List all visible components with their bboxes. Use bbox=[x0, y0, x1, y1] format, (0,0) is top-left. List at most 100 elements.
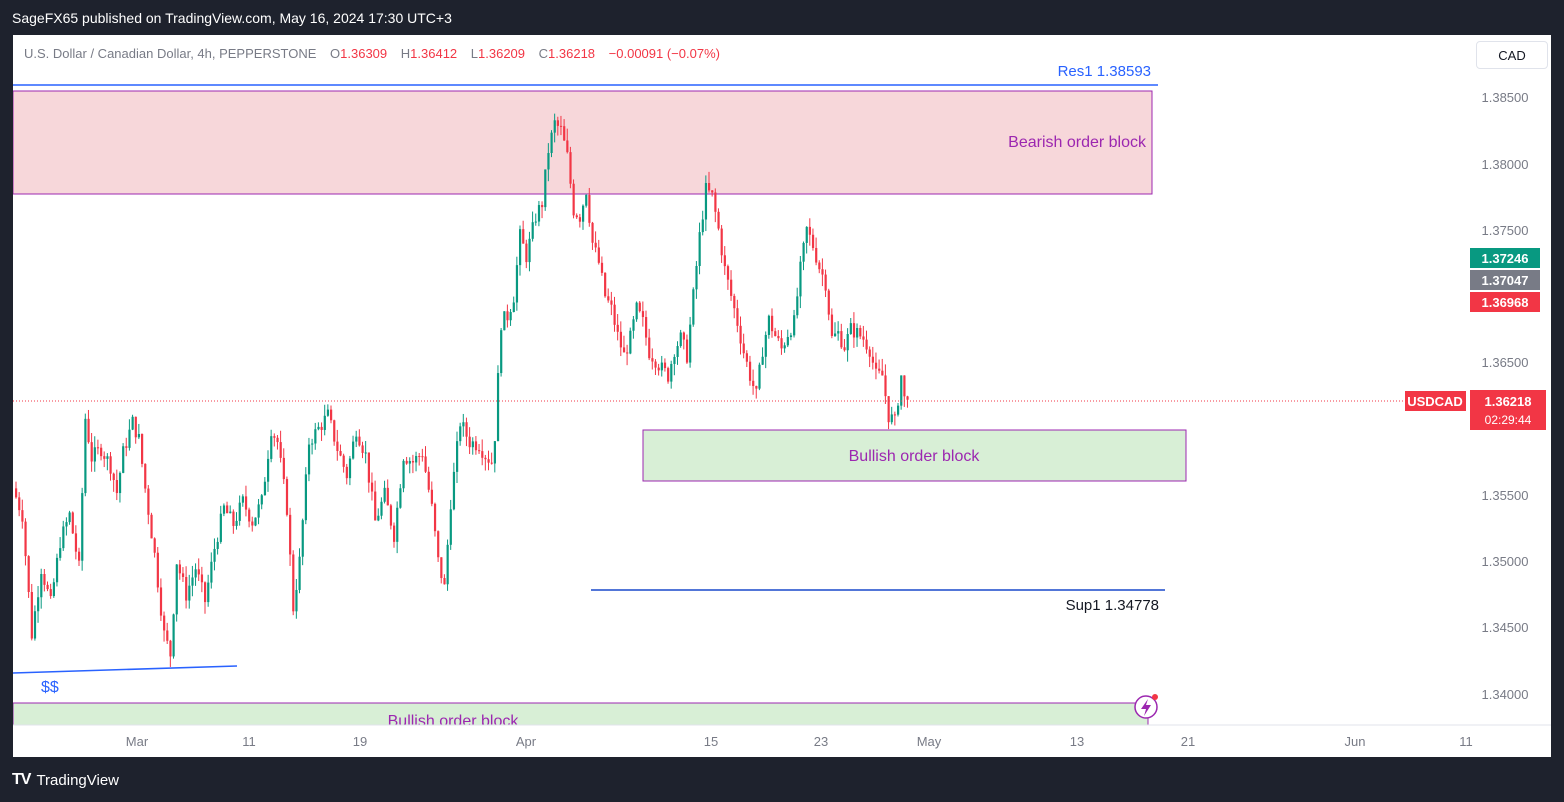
candle-body bbox=[144, 463, 147, 489]
candle-body bbox=[748, 361, 752, 381]
candle-body bbox=[323, 415, 326, 430]
x-tick-label: May bbox=[917, 734, 942, 749]
candle-body bbox=[767, 315, 771, 335]
candle-body bbox=[74, 533, 78, 552]
candle-body bbox=[503, 311, 506, 331]
candle-body bbox=[868, 349, 871, 357]
candle-body bbox=[884, 375, 887, 397]
x-tick-label: 23 bbox=[814, 734, 828, 749]
candle-body bbox=[881, 370, 884, 376]
candle-body bbox=[169, 640, 172, 657]
candle-body bbox=[408, 461, 411, 464]
candle-body bbox=[478, 450, 481, 452]
candle-body bbox=[651, 358, 654, 362]
candle-body bbox=[213, 548, 216, 562]
candle-body bbox=[726, 266, 730, 280]
candle-body bbox=[522, 229, 525, 244]
open-value: 1.36309 bbox=[340, 46, 388, 61]
candle-body bbox=[185, 576, 188, 601]
candle-body bbox=[374, 491, 377, 521]
candle-body bbox=[204, 582, 207, 603]
candle-body bbox=[506, 311, 509, 321]
candle-body bbox=[295, 589, 298, 612]
chart-frame[interactable]: Res1 1.38593 Sup1 1.34778 $$ Bearish order … bbox=[13, 35, 1551, 757]
candle-body bbox=[229, 511, 232, 514]
candle-body bbox=[509, 312, 512, 321]
y-tick-label: 1.37500 bbox=[1482, 223, 1529, 238]
candle-body bbox=[585, 195, 588, 206]
candle-body bbox=[582, 205, 585, 222]
candle-body bbox=[629, 330, 632, 354]
symbol-badge bbox=[1405, 391, 1466, 411]
x-tick-label: 19 bbox=[353, 734, 367, 749]
candle-body bbox=[670, 363, 673, 382]
candle-body bbox=[238, 502, 241, 521]
last-price-badge bbox=[1470, 390, 1546, 430]
candle-body bbox=[563, 126, 566, 141]
candle-body bbox=[317, 426, 320, 430]
candle-body bbox=[834, 333, 837, 336]
candle-body bbox=[827, 290, 830, 315]
candle-body bbox=[33, 611, 37, 639]
candle-body bbox=[93, 447, 96, 462]
candle-body bbox=[496, 373, 500, 442]
candle-body bbox=[367, 452, 370, 483]
candle-body bbox=[330, 409, 333, 421]
candle-body bbox=[695, 265, 698, 290]
candle-body bbox=[103, 456, 106, 459]
candle-body bbox=[43, 574, 46, 585]
candle-body bbox=[226, 505, 229, 514]
candle-body bbox=[900, 375, 903, 406]
candle-body bbox=[500, 330, 503, 374]
candle-body bbox=[733, 295, 736, 309]
candle-body bbox=[515, 265, 519, 303]
candle-body bbox=[824, 274, 827, 291]
candle-body bbox=[657, 367, 660, 371]
candle-body bbox=[345, 466, 348, 479]
candle-body bbox=[15, 488, 18, 498]
candle-body bbox=[818, 262, 821, 270]
candle-body bbox=[232, 511, 235, 526]
candle-body bbox=[421, 456, 424, 458]
candle-body bbox=[285, 479, 289, 515]
candle-body bbox=[843, 347, 846, 351]
candle-body bbox=[638, 302, 641, 312]
candle-body bbox=[764, 334, 767, 357]
currency-button[interactable]: CAD bbox=[1476, 41, 1548, 69]
candle-body bbox=[619, 331, 622, 348]
candle-body bbox=[903, 375, 906, 397]
candle-body bbox=[166, 630, 169, 641]
candle-body bbox=[141, 434, 144, 464]
candle-body bbox=[780, 338, 783, 349]
candle-body bbox=[789, 335, 793, 338]
candle-body bbox=[635, 302, 638, 320]
candle-body bbox=[326, 409, 330, 416]
candle-body bbox=[49, 589, 52, 597]
x-tick-label: Mar bbox=[126, 734, 149, 749]
candle-body bbox=[471, 441, 474, 448]
last-price-value: 1.36218 bbox=[1485, 394, 1532, 409]
candle-body bbox=[771, 315, 774, 332]
order-block-zone bbox=[13, 702, 1149, 726]
candle-body bbox=[289, 514, 292, 555]
candle-body bbox=[251, 521, 254, 526]
candle-body bbox=[566, 140, 569, 153]
candle-body bbox=[887, 396, 890, 423]
candle-body bbox=[862, 336, 865, 340]
candle-body bbox=[301, 520, 304, 557]
candle-body bbox=[210, 561, 213, 583]
candle-body bbox=[46, 584, 49, 590]
candle-body bbox=[874, 362, 878, 369]
candle-body bbox=[811, 234, 815, 248]
candlestick-chart[interactable]: Res1 1.38593 Sup1 1.34778 $$ Bearish order … bbox=[13, 35, 1551, 757]
price-badge bbox=[1470, 248, 1540, 268]
candle-body bbox=[40, 574, 43, 598]
candle-body bbox=[487, 459, 490, 463]
candle-body bbox=[594, 242, 597, 248]
candle-body bbox=[194, 569, 197, 578]
order-block-zone bbox=[13, 90, 1153, 195]
candle-body bbox=[163, 615, 166, 631]
candle-body bbox=[865, 339, 868, 350]
candle-body bbox=[276, 437, 279, 443]
candle-body bbox=[235, 520, 238, 526]
